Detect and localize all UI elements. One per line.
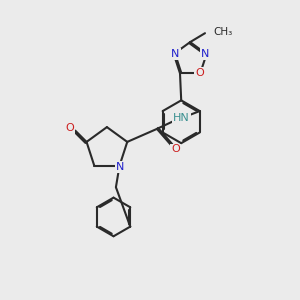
Text: N: N	[116, 162, 124, 172]
Text: N: N	[200, 49, 209, 59]
Text: CH₃: CH₃	[213, 27, 232, 37]
Text: O: O	[66, 123, 75, 133]
Text: N: N	[171, 49, 180, 59]
Text: O: O	[195, 68, 204, 78]
Text: O: O	[171, 144, 180, 154]
Text: HN: HN	[173, 112, 190, 123]
